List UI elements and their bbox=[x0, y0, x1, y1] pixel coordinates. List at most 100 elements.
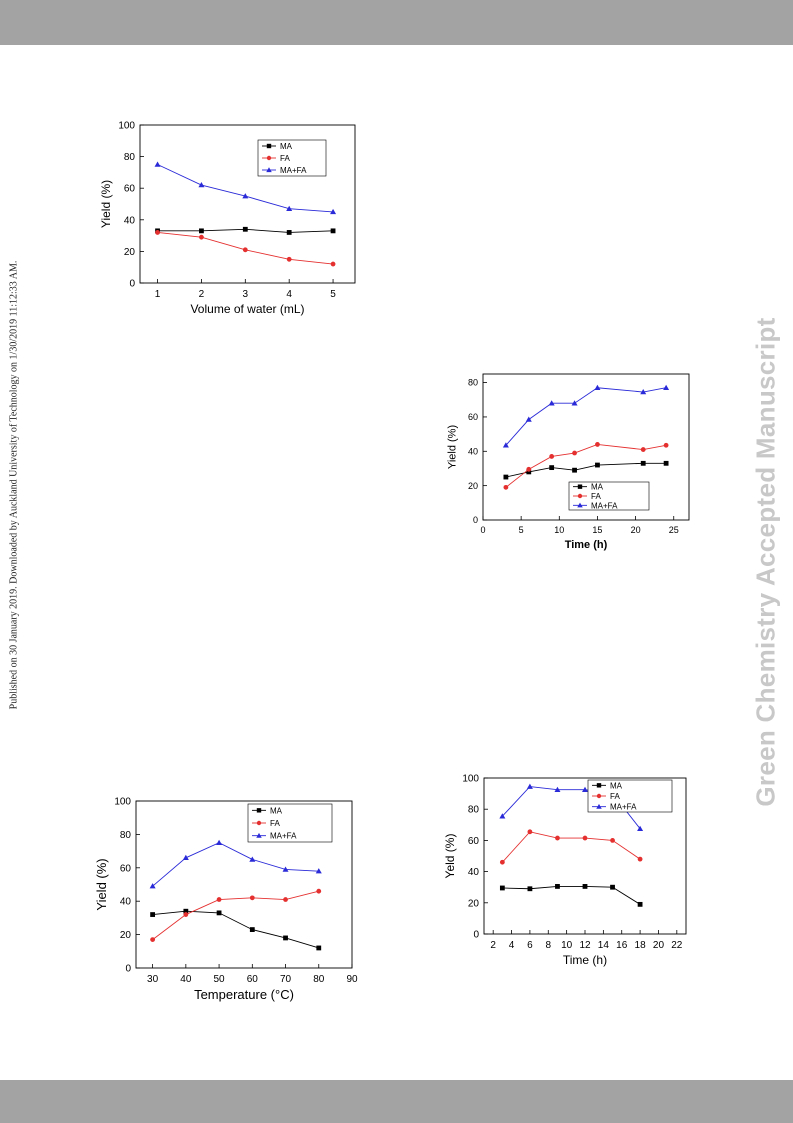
x-tick-label: 2 bbox=[199, 289, 205, 300]
data-point bbox=[548, 400, 555, 406]
data-point bbox=[663, 460, 669, 466]
x-tick-label: 20 bbox=[631, 525, 641, 535]
data-point bbox=[582, 884, 588, 889]
data-point bbox=[150, 937, 156, 943]
data-point bbox=[595, 442, 600, 447]
y-tick-label: 80 bbox=[124, 152, 136, 163]
x-tick-label: 12 bbox=[579, 940, 591, 951]
data-point bbox=[503, 484, 509, 490]
x-tick-label: 10 bbox=[554, 525, 564, 535]
x-tick-label: 90 bbox=[346, 974, 358, 985]
data-point bbox=[582, 786, 588, 792]
x-tick-label: 0 bbox=[480, 525, 485, 535]
chart-time-1: 0 5 10 15 20 25 0 20 40 60 80 Time (h) Yield (%) MAFA… bbox=[447, 373, 690, 551]
x-tick-label: 70 bbox=[280, 974, 292, 985]
chart-temperature: 30 40 50 60 70 80 90 0 20 40 60 80 100 Temperature (°… bbox=[94, 797, 358, 1003]
y-tick-label: 0 bbox=[129, 279, 135, 290]
legend-marker bbox=[266, 143, 272, 149]
legend-label: MA+FA bbox=[591, 501, 618, 510]
data-point bbox=[525, 416, 532, 422]
data-point bbox=[249, 927, 255, 932]
x-axis-label: Time (h) bbox=[563, 953, 607, 967]
data-point bbox=[572, 467, 577, 473]
x-tick-label: 18 bbox=[635, 940, 647, 951]
y-tick-label: 40 bbox=[468, 446, 478, 456]
legend-marker bbox=[596, 803, 602, 809]
plot-frame bbox=[482, 373, 690, 521]
x-tick-label: 5 bbox=[330, 289, 336, 300]
data-point bbox=[216, 839, 223, 845]
data-point bbox=[663, 442, 669, 448]
legend-marker bbox=[256, 832, 262, 838]
y-tick-label: 80 bbox=[468, 805, 480, 816]
data-point bbox=[286, 230, 292, 235]
data-point bbox=[282, 866, 289, 872]
data-point bbox=[663, 384, 670, 390]
data-point bbox=[315, 868, 322, 874]
y-tick-label: 100 bbox=[462, 774, 479, 785]
data-point bbox=[316, 888, 322, 894]
x-tick-label: 8 bbox=[545, 940, 551, 951]
y-tick-label: 20 bbox=[120, 930, 132, 941]
data-point bbox=[499, 885, 505, 891]
data-point bbox=[150, 912, 156, 917]
legend-label: FA bbox=[280, 154, 290, 163]
series-line-ma bbox=[152, 910, 319, 949]
data-point bbox=[183, 908, 189, 914]
data-point bbox=[183, 912, 189, 917]
x-tick-label: 20 bbox=[653, 940, 665, 951]
data-point bbox=[526, 783, 533, 789]
y-tick-label: 100 bbox=[118, 121, 135, 132]
x-tick-label: 1 bbox=[155, 289, 161, 300]
legend-label: MA+FA bbox=[610, 803, 637, 812]
legend-label: MA bbox=[591, 483, 604, 492]
y-tick-label: 80 bbox=[120, 830, 132, 841]
y-tick-label: 20 bbox=[468, 481, 478, 491]
data-point bbox=[242, 226, 248, 232]
data-point bbox=[330, 208, 337, 215]
x-tick-label: 16 bbox=[616, 940, 628, 951]
data-point bbox=[582, 835, 588, 841]
data-point bbox=[242, 193, 249, 199]
legend-marker bbox=[577, 502, 583, 508]
data-point bbox=[502, 442, 509, 448]
data-point bbox=[330, 261, 336, 267]
y-tick-label: 0 bbox=[473, 930, 479, 941]
legend-marker bbox=[266, 155, 272, 161]
x-tick-label: 4 bbox=[286, 289, 292, 300]
y-axis-label: Yeld (%) bbox=[443, 834, 457, 879]
data-point bbox=[610, 838, 615, 843]
x-tick-label: 40 bbox=[180, 974, 192, 985]
x-tick-label: 50 bbox=[214, 974, 226, 985]
legend-marker bbox=[596, 793, 602, 799]
legend-marker bbox=[256, 808, 262, 813]
data-point bbox=[637, 825, 644, 831]
x-tick-label: 25 bbox=[669, 525, 679, 535]
data-point bbox=[526, 469, 532, 475]
series-line-ma-fa bbox=[505, 387, 667, 446]
y-tick-label: 60 bbox=[468, 412, 478, 422]
legend-marker bbox=[577, 484, 583, 489]
data-point bbox=[216, 910, 222, 916]
data-point bbox=[182, 854, 189, 861]
data-point bbox=[527, 829, 533, 835]
data-point bbox=[154, 161, 161, 167]
data-point bbox=[499, 813, 506, 819]
data-point bbox=[554, 786, 561, 792]
data-point bbox=[155, 230, 160, 235]
series-line-fa bbox=[152, 890, 319, 940]
data-point bbox=[283, 935, 288, 941]
x-axis-label: Volume of water (mL) bbox=[190, 302, 304, 316]
chart-time-2: 2 4 6 8 10 12 14 16 18 20 22 0 20 40 60 80 100 Time (h) Ye… bbox=[443, 774, 687, 967]
data-point bbox=[242, 247, 248, 253]
chart-water-volume: 1 2 3 4 5 0 20 40 60 80 100 Volume of water (mL) Yie… bbox=[99, 121, 356, 316]
data-point bbox=[316, 945, 322, 951]
x-tick-label: 5 bbox=[519, 525, 524, 535]
data-point bbox=[283, 897, 288, 902]
x-tick-label: 22 bbox=[671, 940, 683, 951]
plot-frame bbox=[139, 124, 356, 284]
legend-marker bbox=[596, 783, 602, 788]
x-tick-label: 2 bbox=[490, 940, 496, 951]
y-tick-label: 0 bbox=[473, 515, 478, 525]
download-notice: Published on 30 January 2019. Downloaded… bbox=[8, 260, 20, 710]
